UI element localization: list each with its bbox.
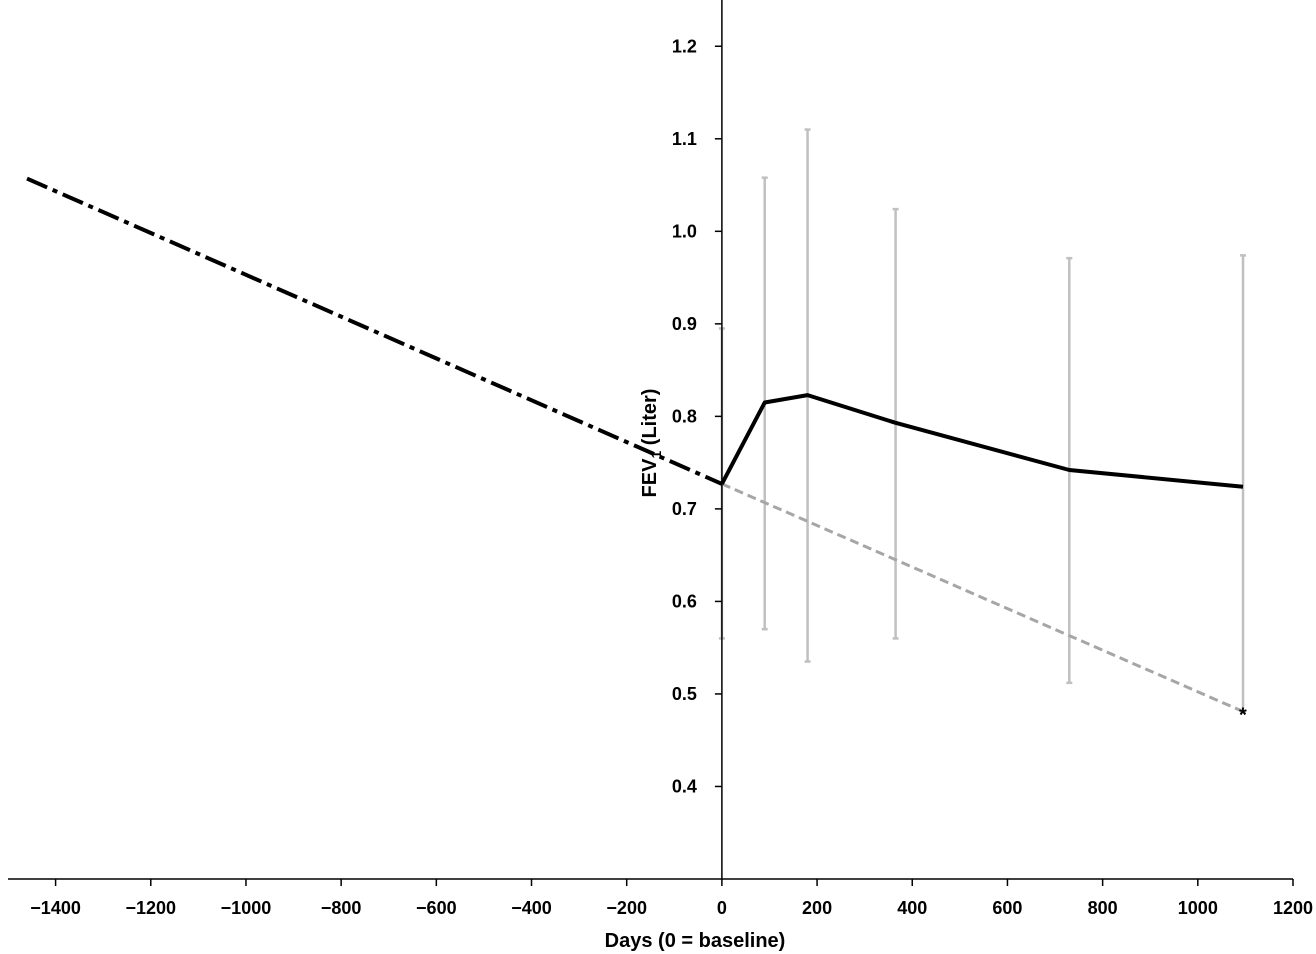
series-layer — [26, 176, 1244, 713]
axes — [8, 0, 1293, 880]
y-axis-title-prefix: FEV — [639, 458, 661, 498]
y-axis-title-suffix: (Liter) — [639, 389, 661, 451]
y-tick-label: 0.8 — [672, 406, 697, 426]
x-tick-label: 1200 — [1273, 898, 1313, 918]
x-tick-label: −400 — [511, 898, 552, 918]
x-tick-label: −1400 — [30, 898, 81, 918]
x-tick-label: −600 — [416, 898, 457, 918]
x-ticks: −1400 −1200 −1000 −800 −600 −400 −200 0 200 400 60… — [30, 879, 1313, 918]
y-tick-label: 1.1 — [672, 129, 697, 149]
y-tick-label: 1.2 — [672, 36, 697, 56]
y-tick-label: 0.5 — [672, 684, 697, 704]
y-axis-title: FEV1 (Liter) — [639, 389, 664, 498]
x-tick-label: −200 — [606, 898, 647, 918]
x-tick-label: 1000 — [1178, 898, 1218, 918]
y-tick-label: 1.0 — [672, 221, 697, 241]
x-axis-title: Days (0 = baseline) — [605, 930, 786, 952]
y-axis-title-subscript: 1 — [648, 451, 664, 459]
y-tick-label: 0.4 — [672, 776, 697, 796]
x-tick-label: 400 — [897, 898, 927, 918]
error-bars — [718, 128, 1247, 714]
x-tick-label: −1000 — [221, 898, 272, 918]
x-tick-label: 200 — [802, 898, 832, 918]
x-tick-label: 0 — [717, 898, 727, 918]
y-tick-label: 0.9 — [672, 314, 697, 334]
y-tick-label: 0.6 — [672, 591, 697, 611]
x-tick-label: −1200 — [125, 898, 176, 918]
annotation-layer: * — [1239, 705, 1247, 727]
significance-marker: * — [1239, 705, 1247, 727]
y-ticks: 0.4 0.5 0.6 0.7 0.8 0.9 1.0 1.1 1.2 — [672, 36, 722, 796]
x-tick-label: 800 — [1088, 898, 1118, 918]
y-tick-label: 0.7 — [672, 499, 697, 519]
x-tick-label: −800 — [321, 898, 362, 918]
series-line-dash-dot — [26, 176, 723, 486]
series-line-solid — [720, 393, 1244, 489]
series-line-dashed — [721, 482, 1244, 713]
x-tick-label: 600 — [992, 898, 1022, 918]
